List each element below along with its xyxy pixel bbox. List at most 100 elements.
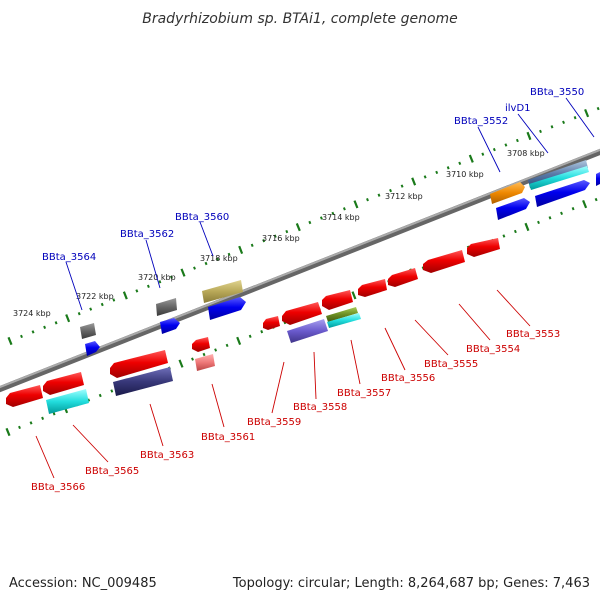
- gene-label[interactable]: BBta_3558: [293, 402, 347, 413]
- ruler-minor-tick: [77, 312, 81, 316]
- gene-label[interactable]: BBta_3560: [175, 212, 229, 223]
- ruler-minor-tick: [308, 220, 312, 225]
- ruler-major-tick: [178, 359, 184, 368]
- genome-title: Bradyrhizobium sp. BTAi1, complete genom…: [142, 11, 458, 27]
- gene-label[interactable]: BBta_3553: [506, 329, 560, 340]
- gene-feature[interactable]: [596, 172, 600, 186]
- ruler-label: 3708 kbp: [507, 149, 545, 158]
- ruler-minor-tick: [458, 161, 462, 165]
- gene-feature[interactable]: [535, 180, 590, 207]
- ruler-minor-tick: [52, 412, 56, 416]
- ruler-minor-tick: [502, 234, 506, 238]
- genome-summary-text: Topology: circular; Length: 8,264,687 bp…: [232, 576, 590, 591]
- gene-label[interactable]: BBta_3561: [201, 432, 255, 443]
- gene-feature[interactable]: [326, 307, 358, 322]
- gene-label[interactable]: BBta_3557: [337, 388, 391, 399]
- gene-label[interactable]: BBta_3556: [381, 373, 435, 384]
- ruler-minor-tick: [193, 266, 196, 270]
- gene-feature[interactable]: [322, 290, 353, 310]
- gene-feature[interactable]: [490, 182, 525, 204]
- gene-feature[interactable]: [388, 268, 418, 287]
- ruler-minor-tick: [319, 216, 323, 220]
- gene-feature[interactable]: [46, 389, 89, 414]
- ruler-minor-tick: [262, 239, 266, 243]
- ruler-label: 3714 kbp: [322, 213, 360, 222]
- gene-feature[interactable]: [263, 316, 280, 330]
- gene-label[interactable]: BBta_3566: [31, 482, 85, 493]
- gene-label[interactable]: BBta_3552: [454, 116, 508, 127]
- ruler-minor-tick: [273, 234, 277, 238]
- ruler-minor-tick: [87, 398, 91, 402]
- ruler-minor-tick: [435, 170, 439, 175]
- gene-label[interactable]: BBta_3555: [424, 359, 478, 370]
- gene-feature[interactable]: [208, 297, 246, 320]
- gene-feature[interactable]: [80, 323, 96, 339]
- gene-feature[interactable]: [287, 319, 328, 343]
- gene-feature[interactable]: [423, 250, 465, 273]
- ruler-major-tick: [351, 291, 357, 300]
- ruler-minor-tick: [539, 129, 542, 134]
- ruler-minor-tick: [169, 275, 173, 279]
- ruler-minor-tick: [18, 425, 21, 430]
- gene-label[interactable]: BBta_3562: [120, 229, 174, 240]
- gene-label[interactable]: BBta_3550: [530, 87, 584, 98]
- gene-feature[interactable]: [282, 302, 322, 325]
- forward-strand-genes: [80, 160, 600, 356]
- ruler-minor-tick: [41, 416, 45, 420]
- gene-feature[interactable]: [195, 354, 215, 371]
- ruler-minor-tick: [515, 138, 519, 143]
- gene-feature[interactable]: [467, 238, 500, 257]
- ruler-major-tick: [238, 245, 244, 254]
- gene-feature[interactable]: [6, 385, 43, 407]
- ruler-minor-tick: [146, 284, 150, 288]
- ruler-label: 3718 kbp: [200, 254, 238, 263]
- gene-feature[interactable]: [202, 280, 243, 303]
- ruler-minor-tick: [562, 120, 566, 124]
- gene-feature[interactable]: [156, 298, 177, 316]
- ruler-minor-tick: [331, 211, 335, 216]
- forward-gene-labels: BBta_3550 ilvD1 BBta_3552 BBta_3560 BBta…: [42, 87, 584, 263]
- gene-label[interactable]: BBta_3559: [247, 417, 301, 428]
- ruler-label: 3716 kbp: [262, 234, 300, 243]
- ruler-minor-tick: [594, 197, 598, 202]
- ruler-label: 3712 kbp: [385, 192, 423, 201]
- ruler-minor-tick: [571, 207, 575, 211]
- gene-feature[interactable]: [160, 318, 180, 334]
- gene-feature[interactable]: [529, 166, 589, 190]
- ruler-minor-tick: [204, 261, 208, 266]
- ruler-major-tick: [122, 291, 128, 300]
- gene-feature[interactable]: [496, 198, 530, 220]
- ruler-minor-tick: [285, 229, 289, 234]
- gene-feature[interactable]: [327, 313, 361, 328]
- ruler-labels: 3708 kbp 3710 kbp 3712 kbp 3714 kbp 3716…: [13, 149, 545, 318]
- ruler-minor-tick: [98, 393, 102, 398]
- gene-feature[interactable]: [192, 337, 210, 352]
- gene-feature[interactable]: [113, 367, 173, 396]
- ruler-minor-tick: [537, 220, 540, 225]
- ruler-major-tick: [5, 427, 11, 437]
- ruler-minor-tick: [560, 211, 564, 215]
- ruler-major-tick: [7, 336, 13, 346]
- gene-label[interactable]: BBta_3554: [466, 344, 520, 355]
- gene-label[interactable]: ilvD1: [505, 103, 531, 114]
- ruler-minor-tick: [225, 343, 229, 348]
- ruler-minor-tick: [216, 257, 220, 261]
- ruler-major-tick: [180, 268, 186, 277]
- gene-label[interactable]: BBta_3564: [42, 252, 96, 263]
- ruler-minor-tick: [112, 298, 116, 302]
- ruler-minor-tick: [481, 152, 485, 156]
- gene-label[interactable]: BBta_3563: [140, 450, 194, 461]
- gene-feature[interactable]: [85, 341, 100, 356]
- ruler-major-tick: [526, 131, 532, 141]
- gene-feature[interactable]: [358, 279, 387, 297]
- label-leader-lines: [35, 97, 595, 479]
- ruler-minor-tick: [513, 229, 517, 234]
- gene-feature[interactable]: [43, 372, 84, 395]
- ruler-minor-tick: [20, 334, 23, 339]
- ruler-label: 3724 kbp: [13, 309, 51, 318]
- ruler-minor-tick: [548, 216, 552, 220]
- gene-feature[interactable]: [110, 350, 168, 378]
- ruler-major-tick: [468, 154, 474, 163]
- gene-label[interactable]: BBta_3565: [85, 466, 139, 477]
- ruler-minor-tick: [158, 280, 162, 284]
